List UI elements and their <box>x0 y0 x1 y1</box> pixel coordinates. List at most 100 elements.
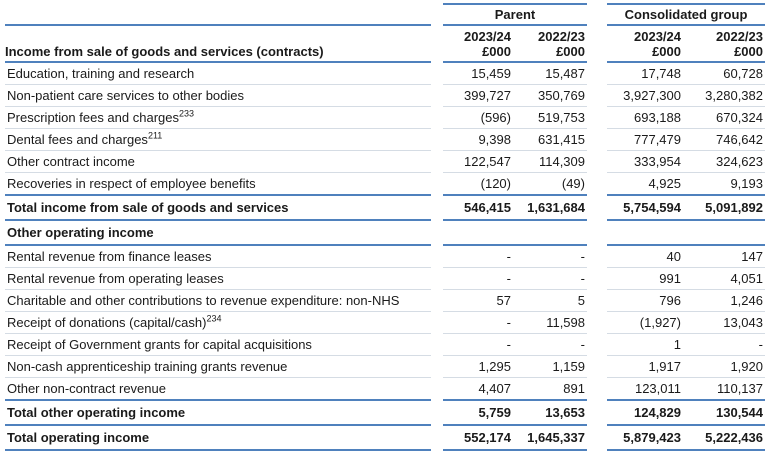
col-year-label: 2022/23 <box>716 29 763 44</box>
row-label: Rental revenue from finance leases <box>5 245 431 268</box>
cell-parent-2023-24: 4,407 <box>443 377 513 401</box>
column-gap <box>587 25 607 62</box>
column-gap <box>431 220 443 245</box>
column-gap <box>431 268 443 290</box>
column-gap <box>587 129 607 151</box>
cell-consolidated-2022-23: 1,246 <box>683 289 765 312</box>
cell-parent-2022-23: 5 <box>513 289 587 312</box>
cell-consolidated-2022-23: 9,193 <box>683 172 765 196</box>
cell-consolidated-2023-24: 17,748 <box>607 62 683 85</box>
cell-consolidated-2023-24: 124,829 <box>607 399 683 426</box>
col-unit-label: £000 <box>556 44 585 59</box>
cell-consolidated-2022-23: 3,280,382 <box>683 84 765 107</box>
column-gap <box>587 107 607 129</box>
cell-parent-2023-24: (596) <box>443 106 513 129</box>
row-rental-revenue-operating-leases: Rental revenue from operating leases - -… <box>5 267 765 290</box>
cell-parent-2022-23: - <box>513 267 587 290</box>
footnote-ref: 211 <box>147 130 163 141</box>
row-label: Charitable and other contributions to re… <box>5 289 431 312</box>
cell-consolidated-2022-23: 4,051 <box>683 267 765 290</box>
column-gap <box>431 151 443 173</box>
row-total-other-operating-income: Total other operating income 5,759 13,65… <box>5 399 765 426</box>
cell-consolidated-2023-24 <box>607 220 683 246</box>
column-gap <box>431 334 443 356</box>
cell-parent-2022-23: 13,653 <box>513 399 587 426</box>
column-gap <box>431 107 443 129</box>
row-total-income-sale-goods-services: Total income from sale of goods and serv… <box>5 194 765 221</box>
column-gap <box>431 290 443 312</box>
cell-consolidated-2023-24: 3,927,300 <box>607 84 683 107</box>
cell-consolidated-2022-23: 13,043 <box>683 311 765 334</box>
column-group-header-row: Parent Consolidated group <box>5 3 765 26</box>
col-year-label: 2023/24 <box>634 29 681 44</box>
cell-parent-2023-24: 122,547 <box>443 150 513 173</box>
cell-parent-2023-24: - <box>443 267 513 290</box>
row-receipt-government-grants-capital: Receipt of Government grants for capital… <box>5 333 765 356</box>
column-gap <box>587 290 607 312</box>
column-gap <box>431 400 443 425</box>
row-label: Other non-contract revenue <box>5 377 431 401</box>
cell-parent-2023-24: - <box>443 245 513 268</box>
row-label: Prescription fees and charges233 <box>5 106 431 129</box>
cell-parent-2023-24: 5,759 <box>443 399 513 426</box>
cell-parent-2022-23: (49) <box>513 172 587 196</box>
cell-consolidated-2023-24: 991 <box>607 267 683 290</box>
column-gap <box>587 220 607 245</box>
cell-consolidated-2022-23: 5,091,892 <box>683 194 765 221</box>
column-gap <box>587 356 607 378</box>
row-other-non-contract-revenue: Other non-contract revenue 4,407 891 123… <box>5 377 765 401</box>
col-header-parent-2022-23: 2022/23 £000 <box>513 25 587 63</box>
cell-parent-2023-24: 9,398 <box>443 128 513 151</box>
cell-consolidated-2023-24: 40 <box>607 245 683 268</box>
column-gap <box>431 378 443 401</box>
income-statement-table: Parent Consolidated group Income from sa… <box>5 3 765 451</box>
cell-parent-2022-23: 519,753 <box>513 106 587 129</box>
cell-parent-2023-24 <box>443 220 513 246</box>
cell-parent-2023-24: (120) <box>443 172 513 196</box>
cell-consolidated-2022-23: 60,728 <box>683 62 765 85</box>
cell-consolidated-2023-24: 4,925 <box>607 172 683 196</box>
column-gap <box>431 129 443 151</box>
cell-parent-2022-23: 631,415 <box>513 128 587 151</box>
cell-parent-2022-23: - <box>513 245 587 268</box>
column-gap <box>587 85 607 107</box>
cell-parent-2022-23: - <box>513 333 587 356</box>
row-label: Total other operating income <box>5 399 431 426</box>
cell-consolidated-2023-24: 693,188 <box>607 106 683 129</box>
cell-parent-2023-24: 1,295 <box>443 355 513 378</box>
row-label-text: Receipt of donations (capital/cash) <box>7 315 207 330</box>
col-unit-label: £000 <box>734 44 763 59</box>
row-charitable-contributions-non-nhs: Charitable and other contributions to re… <box>5 289 765 312</box>
cell-consolidated-2023-24: 333,954 <box>607 150 683 173</box>
footnote-ref: 233 <box>178 108 195 119</box>
cell-consolidated-2023-24: 777,479 <box>607 128 683 151</box>
col-unit-label: £000 <box>652 44 681 59</box>
cell-parent-2023-24: 399,727 <box>443 84 513 107</box>
cell-consolidated-2022-23: 324,623 <box>683 150 765 173</box>
column-gap <box>587 4 607 25</box>
cell-consolidated-2022-23 <box>683 220 765 246</box>
column-gap <box>587 62 607 85</box>
row-label: Total operating income <box>5 424 431 451</box>
cell-parent-2023-24: - <box>443 311 513 334</box>
row-total-operating-income: Total operating income 552,174 1,645,337… <box>5 424 765 451</box>
col-header-consolidated-2022-23: 2022/23 £000 <box>683 25 765 63</box>
cell-consolidated-2022-23: 5,222,436 <box>683 424 765 451</box>
cell-parent-2022-23: 15,487 <box>513 62 587 85</box>
col-year-label: 2023/24 <box>464 29 511 44</box>
cell-consolidated-2022-23: 130,544 <box>683 399 765 426</box>
column-gap <box>431 25 443 62</box>
column-gap <box>587 400 607 425</box>
row-label: Total income from sale of goods and serv… <box>5 194 431 221</box>
column-gap <box>587 425 607 450</box>
row-label: Recoveries in respect of employee benefi… <box>5 172 431 196</box>
row-receipt-of-donations: Receipt of donations (capital/cash)234 -… <box>5 311 765 334</box>
row-label: Rental revenue from operating leases <box>5 267 431 290</box>
section-header-contracts: Income from sale of goods and services (… <box>5 25 431 63</box>
row-label: Education, training and research <box>5 62 431 85</box>
row-recoveries-employee-benefits: Recoveries in respect of employee benefi… <box>5 172 765 196</box>
cell-consolidated-2023-24: 5,879,423 <box>607 424 683 451</box>
row-dental-fees: Dental fees and charges211 9,398 631,415… <box>5 128 765 151</box>
row-non-cash-apprenticeship-grants: Non-cash apprenticeship training grants … <box>5 355 765 378</box>
column-gap <box>587 268 607 290</box>
